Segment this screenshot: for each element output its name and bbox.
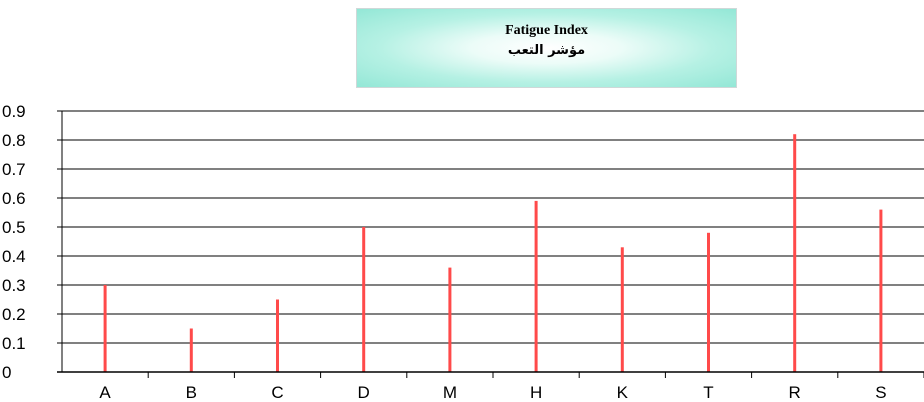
y-tick-label: 0.9 bbox=[2, 102, 26, 121]
x-tick-label: A bbox=[99, 383, 111, 402]
chart-title: Fatigue Index bbox=[505, 23, 588, 38]
bar-h bbox=[534, 200, 538, 372]
x-tick-label: T bbox=[703, 383, 713, 402]
y-tick-label: 0 bbox=[2, 363, 11, 382]
x-tick-label: M bbox=[443, 383, 457, 402]
x-tick-label: K bbox=[617, 383, 629, 402]
bars bbox=[103, 134, 883, 372]
y-tick-label: 0.2 bbox=[2, 305, 26, 324]
y-tick-label: 0.3 bbox=[2, 276, 26, 295]
y-tick-labels: 0 0.1 0.2 0.3 0.4 0.5 0.6 0.7 0.8 0.9 bbox=[2, 102, 26, 382]
y-tick-label: 0.1 bbox=[2, 334, 26, 353]
chart-title-box: Fatigue Index مؤشر التعب bbox=[356, 8, 737, 88]
bar-a bbox=[103, 285, 107, 372]
bar-r bbox=[793, 134, 797, 372]
bar-k bbox=[620, 247, 624, 372]
x-tick-label: C bbox=[271, 383, 283, 402]
y-tick-label: 0.7 bbox=[2, 160, 26, 179]
x-tick-label: S bbox=[875, 383, 886, 402]
y-tick-label: 0.4 bbox=[2, 247, 26, 266]
bar-d bbox=[362, 227, 366, 372]
bar-b bbox=[189, 328, 193, 372]
y-tick-label: 0.5 bbox=[2, 218, 26, 237]
y-tick-label: 0.6 bbox=[2, 189, 26, 208]
bar-s bbox=[879, 209, 883, 372]
gridlines bbox=[62, 110, 924, 344]
bar-c bbox=[276, 299, 279, 372]
x-tick-label: H bbox=[530, 383, 542, 402]
chart-subtitle: مؤشر التعب bbox=[507, 43, 586, 58]
x-tick-label: B bbox=[186, 383, 197, 402]
bar-t bbox=[707, 232, 710, 372]
x-tick-label: D bbox=[358, 383, 370, 402]
y-tick-label: 0.8 bbox=[2, 131, 26, 150]
bar-m bbox=[448, 267, 452, 372]
axes bbox=[57, 110, 924, 378]
x-tick-label: R bbox=[789, 383, 801, 402]
